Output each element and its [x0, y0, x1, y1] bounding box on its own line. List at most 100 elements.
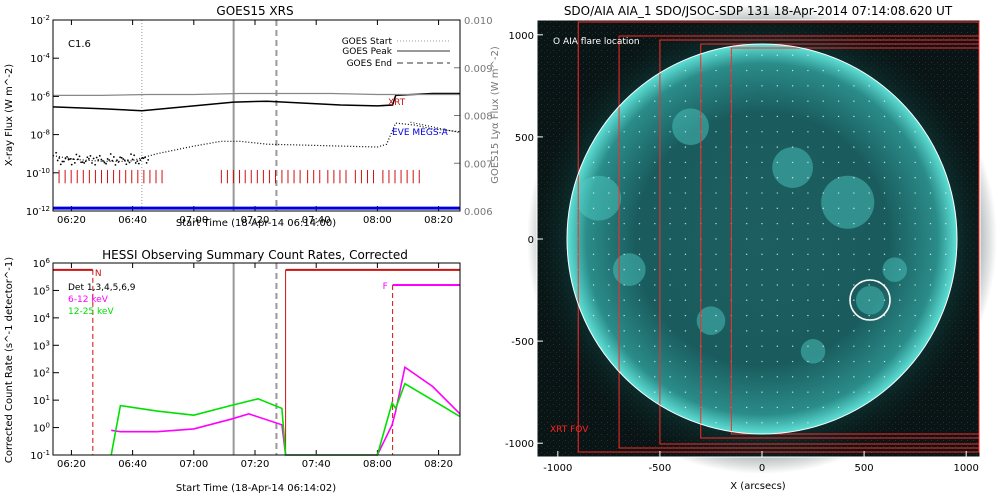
heliographic-grid-dot	[592, 192, 595, 194]
heliographic-grid-dot	[791, 161, 794, 164]
heliographic-grid-dot	[745, 207, 748, 210]
heliographic-grid-dot	[837, 406, 840, 409]
heliographic-grid-dot	[837, 161, 840, 164]
heliographic-grid-dot	[715, 100, 717, 102]
heliographic-grid-dot	[684, 238, 687, 240]
goes-right-y-tick-label: 0.006	[464, 207, 493, 218]
heliographic-grid-dot	[715, 345, 717, 347]
heliographic-grid-dot	[684, 207, 687, 210]
heliographic-grid-dot	[669, 85, 671, 87]
heliographic-grid-dot	[868, 100, 870, 102]
heliographic-grid-dot	[761, 54, 763, 56]
heliographic-grid-dot	[899, 253, 901, 256]
heliographic-grid-dot	[791, 406, 794, 409]
hessi-y-axis-label: Corrected Count Rate (s^-1 detector^-1)	[4, 257, 15, 463]
heliographic-grid-dot	[745, 376, 748, 378]
goes-noisy-data-point	[66, 155, 68, 158]
heliographic-grid-dot	[822, 330, 824, 332]
heliographic-grid-dot	[853, 299, 855, 301]
heliographic-grid-dot	[837, 238, 840, 240]
heliographic-grid-dot	[945, 284, 947, 286]
heliographic-grid-dot	[638, 192, 641, 194]
heliographic-grid-dot	[669, 207, 671, 210]
goes-noisy-data-point	[114, 163, 117, 166]
heliographic-grid-dot	[745, 406, 748, 409]
heliographic-grid-dot	[684, 299, 687, 301]
heliographic-grid-dot	[638, 115, 641, 118]
heliographic-grid-dot	[791, 360, 794, 363]
hessi-y-tick-label: 104	[33, 312, 51, 325]
heliographic-grid-dot	[623, 146, 625, 148]
heliographic-grid-dot	[914, 222, 916, 225]
heliographic-grid-dot	[608, 207, 610, 210]
heliographic-grid-dot	[776, 284, 779, 286]
heliographic-grid-dot	[776, 85, 779, 87]
heliographic-grid-dot	[883, 268, 886, 271]
goes-right-y-tick-label: 0.007	[464, 159, 493, 170]
goes-noisy-data-point	[87, 157, 90, 160]
heliographic-grid-dot	[715, 131, 717, 133]
heliographic-grid-dot	[745, 391, 748, 393]
heliographic-grid-dot	[638, 360, 641, 363]
aia-x-tick-label: 0	[759, 463, 765, 474]
goes-noisy-data-point	[125, 163, 128, 166]
heliographic-grid-dot	[623, 360, 625, 363]
heliographic-grid-dot	[791, 115, 794, 118]
heliographic-grid-dot	[638, 222, 641, 225]
heliographic-grid-dot	[868, 222, 870, 225]
heliographic-grid-dot	[837, 192, 840, 194]
legend-goes-end: GOES End	[347, 59, 392, 69]
heliographic-grid-dot	[807, 238, 809, 240]
xrt-fov-label: XRT FOV	[550, 425, 589, 435]
heliographic-grid-dot	[837, 391, 840, 393]
heliographic-grid-dot	[776, 222, 779, 225]
heliographic-grid-dot	[791, 222, 794, 225]
heliographic-grid-dot	[745, 85, 748, 87]
heliographic-grid-dot	[654, 268, 656, 271]
active-region-blob	[855, 285, 885, 315]
heliographic-grid-dot	[822, 192, 824, 194]
heliographic-grid-dot	[761, 406, 763, 409]
heliographic-grid-dot	[745, 161, 748, 164]
heliographic-grid-dot	[638, 314, 641, 317]
goes-y-tick-label: 10-8	[30, 129, 50, 142]
heliographic-grid-dot	[929, 238, 932, 240]
heliographic-grid-dot	[684, 391, 687, 393]
heliographic-grid-dot	[715, 268, 717, 271]
goes-noisy-data-point	[112, 156, 115, 158]
heliographic-grid-dot	[807, 253, 809, 256]
heliographic-grid-dot	[608, 238, 610, 240]
heliographic-grid-dot	[929, 284, 932, 286]
heliographic-grid-dot	[654, 207, 656, 210]
heliographic-grid-dot	[654, 330, 656, 332]
heliographic-grid-dot	[776, 177, 779, 179]
heliographic-grid-dot	[592, 284, 595, 286]
heliographic-grid-dot	[822, 253, 824, 256]
heliographic-grid-dot	[608, 192, 610, 194]
heliographic-grid-dot	[899, 360, 901, 363]
hessi-x-tick-label: 08:00	[363, 459, 392, 470]
heliographic-grid-dot	[822, 85, 824, 87]
heliographic-grid-dot	[837, 131, 840, 133]
heliographic-grid-dot	[807, 161, 809, 164]
hessi-y-tick-label: 102	[33, 367, 50, 380]
heliographic-grid-dot	[883, 207, 886, 210]
goes-noisy-data-point	[133, 154, 136, 157]
heliographic-grid-dot	[945, 207, 947, 210]
heliographic-grid-dot	[868, 161, 870, 164]
aia-x-tick-label: -500	[649, 463, 672, 474]
heliographic-grid-dot	[914, 238, 916, 240]
heliographic-grid-dot	[684, 284, 687, 286]
heliographic-grid-dot	[669, 314, 671, 317]
heliographic-grid-dot	[592, 177, 595, 179]
heliographic-grid-dot	[684, 69, 687, 72]
heliographic-grid-dot	[883, 330, 886, 332]
heliographic-grid-dot	[837, 314, 840, 317]
heliographic-grid-dot	[776, 330, 779, 332]
goes-noisy-data-point	[92, 157, 95, 160]
heliographic-grid-dot	[715, 422, 717, 424]
heliographic-grid-dot	[745, 360, 748, 363]
heliographic-grid-dot	[761, 161, 763, 164]
goes-noisy-data-point	[116, 159, 118, 162]
heliographic-grid-dot	[592, 299, 595, 301]
